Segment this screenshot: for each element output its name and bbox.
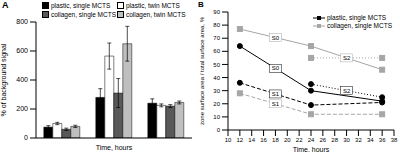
svg-text:400: 400 — [16, 76, 28, 83]
svg-text:28: 28 — [331, 137, 338, 143]
svg-text:800: 800 — [16, 18, 28, 25]
svg-text:0: 0 — [217, 127, 221, 133]
svg-text:10: 10 — [213, 114, 220, 120]
svg-text:30: 30 — [343, 137, 350, 143]
svg-text:S2: S2 — [343, 88, 351, 94]
svg-text:80: 80 — [213, 22, 220, 28]
svg-text:S0: S0 — [272, 35, 280, 41]
svg-text:600: 600 — [16, 47, 28, 54]
svg-text:Time, hours: Time, hours — [96, 144, 133, 151]
html-text:collagen, single MCTS: collagen, single MCTS — [327, 22, 392, 29]
html-text:collagen, twin MCTS: collagen, twin MCTS — [126, 11, 186, 18]
html-text:A: A — [2, 0, 9, 10]
svg-text:12: 12 — [237, 137, 244, 143]
html-text:B: B — [198, 0, 204, 9]
svg-text:32: 32 — [355, 137, 362, 143]
svg-text:90: 90 — [213, 9, 220, 15]
svg-text:S2: S2 — [343, 55, 351, 61]
svg-text:Time, hours: Time, hours — [293, 146, 330, 152]
svg-text:S0: S0 — [272, 65, 280, 71]
svg-text:200: 200 — [16, 105, 28, 112]
html-text:plastic, single MCTS: plastic, single MCTS — [327, 14, 387, 21]
svg-text:zone surface area / total surf: zone surface area / total surface area, … — [199, 16, 205, 125]
svg-text:20: 20 — [213, 101, 220, 107]
svg-text:34: 34 — [367, 137, 374, 143]
svg-text:24: 24 — [308, 137, 315, 143]
svg-text:22: 22 — [296, 137, 303, 143]
svg-text:10: 10 — [225, 137, 232, 143]
svg-text:30: 30 — [213, 88, 220, 94]
html-text:collagen, single MCTS: collagen, single MCTS — [51, 11, 116, 18]
svg-text:70: 70 — [213, 35, 220, 41]
svg-text:60: 60 — [213, 48, 220, 54]
svg-text:18: 18 — [272, 137, 279, 143]
svg-text:16: 16 — [260, 137, 267, 143]
svg-text:20: 20 — [284, 137, 291, 143]
svg-text:0: 0 — [24, 134, 28, 141]
html-text:plastic, twin MCTS: plastic, twin MCTS — [126, 2, 180, 9]
svg-text:S1: S1 — [272, 101, 280, 107]
svg-text:S1: S1 — [272, 91, 280, 97]
svg-text:38: 38 — [391, 137, 392, 143]
svg-text:36: 36 — [379, 137, 386, 143]
svg-text:% of background signal: % of background signal — [8, 43, 9, 116]
svg-text:26: 26 — [320, 137, 327, 143]
svg-text:50: 50 — [213, 62, 220, 68]
svg-text:40: 40 — [213, 75, 220, 81]
html-text:plastic, single MCTS: plastic, single MCTS — [51, 2, 111, 9]
svg-text:14: 14 — [248, 137, 255, 143]
